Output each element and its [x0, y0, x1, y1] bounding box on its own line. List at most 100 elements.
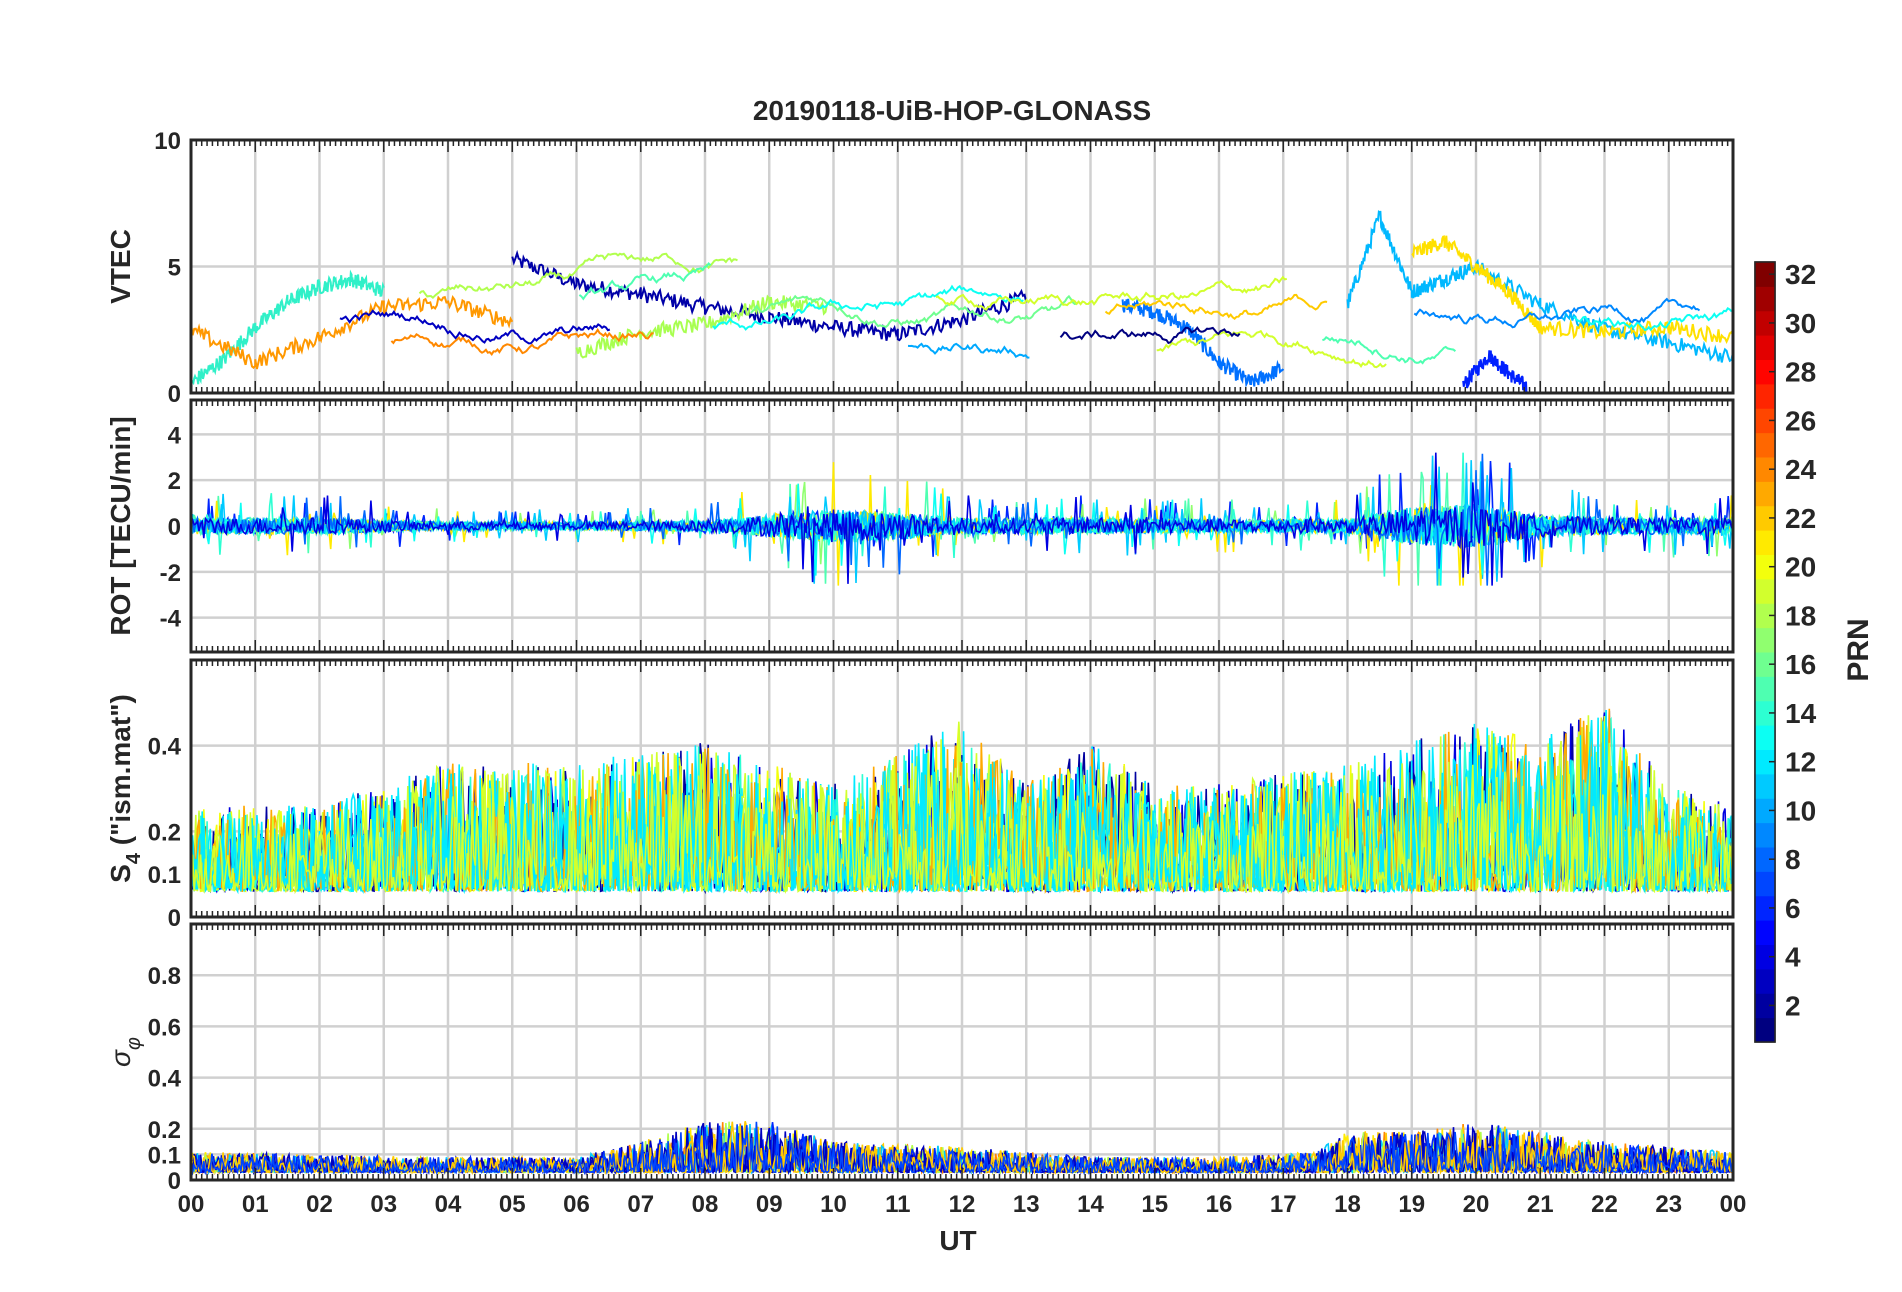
colorbar-step: [1755, 554, 1775, 580]
x-tick-label: 00: [1720, 1191, 1747, 1218]
y-tick-label: 0: [168, 1168, 181, 1195]
colorbar-step: [1755, 798, 1775, 824]
colorbar-step: [1755, 432, 1775, 458]
y-tick-label: -4: [160, 606, 182, 633]
colorbar-frame: [1754, 261, 1776, 1043]
colorbar-tick-label: 2: [1785, 990, 1801, 1021]
colorbar-step: [1755, 652, 1775, 677]
colorbar-step: [1755, 993, 1775, 1019]
y-tick-label: 0: [168, 514, 181, 541]
y-tick-label: 0.2: [148, 1117, 181, 1144]
series-line-prn-2: [511, 249, 1028, 342]
series-line-prn-19: [935, 275, 1288, 312]
y-tick-label: 0.4: [148, 734, 182, 761]
series-line-prn-1: [1059, 326, 1241, 345]
series-line-prn-16: [750, 294, 1077, 329]
colorbar-step: [1755, 457, 1775, 482]
y-tick-label: 0: [168, 905, 181, 932]
series-line-prn-13: [1572, 306, 1733, 332]
series-line-prn-24: [390, 327, 654, 356]
x-tick-label: 03: [370, 1191, 397, 1218]
y-tick-label: 0.2: [148, 819, 181, 846]
colorbar-step: [1755, 335, 1775, 360]
colorbar-label: PRN: [1842, 618, 1875, 681]
colorbar-step: [1755, 773, 1775, 799]
colorbar-tick-label: 24: [1785, 454, 1817, 485]
y-tick-label: 0.8: [148, 963, 181, 990]
y-axis-label-main: σ: [105, 1049, 136, 1067]
series-line-prn-15: [578, 261, 712, 301]
x-axis-label: UT: [939, 1225, 976, 1256]
colorbar-tick-label: 4: [1785, 942, 1801, 973]
y-tick-label: 10: [154, 128, 181, 155]
series-line-prn-13: [712, 284, 1024, 331]
x-tick-label: 14: [1077, 1191, 1104, 1218]
series-line-prn-3: [339, 309, 611, 345]
colorbar-tick-label: 12: [1785, 747, 1816, 778]
series-line-prn-5: [1462, 350, 1528, 393]
x-tick-label: 17: [1270, 1191, 1297, 1218]
colorbar-step: [1755, 578, 1775, 604]
x-tick-label: 19: [1398, 1191, 1425, 1218]
y-axis-label-sub: 4: [123, 852, 145, 864]
colorbar-step: [1755, 944, 1775, 970]
panel-rot: -4 -2 0 2 4 ROT [TECU/min]: [105, 398, 1735, 654]
colorbar-step: [1755, 481, 1775, 507]
x-tick-label: 09: [756, 1191, 783, 1218]
y-axis-label-sub: φ: [123, 1037, 145, 1050]
series-line-prn-19: [1156, 329, 1387, 369]
x-tick-labels: 00 01 02 03 04 05 06 07 08 09 10 11 12 13 14 15 16 17 18 19…: [178, 1191, 1747, 1218]
x-tick-label: 08: [692, 1191, 719, 1218]
colorbar-step: [1755, 968, 1775, 994]
y-axis-label: S4 ("ism.mat"): [105, 694, 145, 883]
colorbar-tick-label: 20: [1785, 552, 1816, 583]
colorbar-step: [1755, 822, 1775, 848]
colorbar-step: [1755, 871, 1775, 897]
x-tick-label: 16: [1206, 1191, 1233, 1218]
colorbar-step: [1755, 359, 1775, 385]
colorbar-step: [1755, 408, 1775, 434]
x-tick-label: 22: [1591, 1191, 1618, 1218]
y-tick-label: 0.6: [148, 1014, 181, 1041]
x-tick-label: 06: [563, 1191, 590, 1218]
colorbar-step: [1755, 530, 1775, 555]
y-tick-label: 4: [168, 422, 182, 449]
colorbar-step: [1755, 1017, 1775, 1043]
x-tick-label: 23: [1655, 1191, 1682, 1218]
colorbar-step: [1755, 505, 1775, 531]
data-lines: [191, 708, 1733, 895]
x-tick-label: 00: [178, 1191, 205, 1218]
colorbar-step: [1755, 286, 1775, 312]
colorbar-tick-label: 8: [1785, 844, 1801, 875]
colorbar-tick-label: 10: [1785, 795, 1816, 826]
y-tick-label: 0.4: [148, 1066, 182, 1093]
y-tick-label: 0.1: [148, 862, 181, 889]
colorbar-tick-label: 22: [1785, 503, 1816, 534]
colorbar-tick-label: 6: [1785, 893, 1801, 924]
panel-vtec: 0 5 10 VTEC: [105, 128, 1735, 408]
series-line-prn-10: [907, 342, 1030, 359]
series-line-prn-18: [418, 252, 738, 300]
x-tick-label: 13: [1013, 1191, 1040, 1218]
x-tick-label: 20: [1463, 1191, 1490, 1218]
colorbar-tick-label: 16: [1785, 649, 1816, 680]
panel-s4: 0 0.1 0.2 0.4S4 ("ism.mat"): [105, 658, 1735, 932]
colorbar-step: [1755, 627, 1775, 653]
colorbar-step: [1755, 676, 1775, 702]
y-axis-label-main: S: [105, 864, 136, 883]
x-tick-label: 07: [627, 1191, 654, 1218]
colorbar-tick-label: 32: [1785, 259, 1816, 290]
colorbar-step: [1755, 310, 1775, 336]
colorbar-tick-label: 30: [1785, 308, 1816, 339]
y-tick-label: 0: [168, 381, 181, 408]
colorbar-step: [1755, 895, 1775, 921]
colorbar-step: [1755, 725, 1775, 750]
series-line-prn-8: [191, 453, 1733, 586]
data-lines: [191, 452, 1733, 586]
y-axis-label: ROT [TECU/min]: [105, 416, 136, 635]
panel-sigma-phi: 00.10.2 0.4 0.6 0.8 σφ: [105, 922, 1735, 1195]
series-line-prn-9: [1413, 297, 1701, 329]
series-line-prn-4: [191, 452, 1733, 586]
